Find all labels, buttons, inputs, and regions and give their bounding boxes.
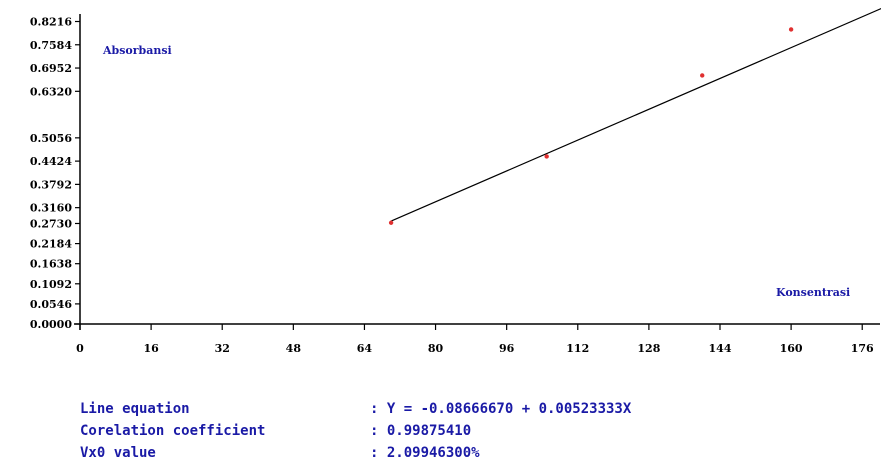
data-point [788, 27, 794, 32]
x-axis-ticks: 0 16 32 48 64 80 96 112 128 144 160 176 [76, 324, 874, 355]
x-tick-label: 16 [143, 342, 159, 355]
y-tick-label: 0.4424 [30, 155, 72, 168]
y-tick-label: 0.5056 [30, 132, 72, 145]
y-tick-label: 0.0546 [30, 298, 72, 311]
vx0-value: : 2.09946300% [370, 445, 480, 461]
data-points [388, 27, 794, 225]
vx0-label: Vx0 value [80, 445, 156, 461]
y-tick-label: 0.6320 [30, 85, 72, 98]
data-point [388, 220, 394, 225]
y-axis-title: Absorbansi [102, 44, 172, 57]
y-tick-label: 0.7584 [30, 39, 72, 52]
data-point [700, 73, 705, 78]
x-tick-label: 112 [566, 342, 589, 355]
y-tick-label: 0.3792 [30, 178, 72, 191]
x-tick-label: 32 [215, 342, 230, 355]
line-equation-value: : Y = -0.08666670 + 0.00523333X [370, 401, 632, 417]
x-tick-label: 96 [499, 342, 515, 355]
y-tick-label: 0.2730 [30, 217, 72, 230]
calibration-chart: 0.0000 0.0546 0.1092 0.1638 0.2184 0.2730 0.31… [30, 7, 881, 355]
y-tick-label: 0.2184 [30, 238, 72, 251]
y-tick-label: 0.8216 [30, 16, 72, 29]
y-tick-label: 0.6952 [30, 62, 72, 75]
correlation-value: : 0.99875410 [370, 423, 472, 439]
y-tick-label: 0.3160 [30, 202, 72, 215]
correlation-label: Corelation coefficient [80, 423, 266, 439]
x-tick-label: 160 [780, 342, 803, 355]
data-point [544, 154, 549, 159]
x-tick-label: 80 [428, 342, 444, 355]
x-tick-label: 176 [851, 342, 874, 355]
y-tick-label: 0.1092 [30, 278, 72, 291]
y-tick-label: 0.0000 [30, 318, 72, 331]
x-tick-label: 0 [76, 342, 84, 355]
x-axis-title: Konsentrasi [776, 286, 850, 299]
y-axis-ticks: 0.0000 0.0546 0.1092 0.1638 0.2184 0.2730 0.31… [30, 16, 80, 331]
regression-stats: Line equation : Y = -0.08666670 + 0.0052… [80, 398, 631, 464]
line-equation-label: Line equation [80, 401, 190, 417]
x-tick-label: 64 [357, 342, 373, 355]
regression-line [390, 7, 881, 222]
y-tick-label: 0.1638 [30, 258, 72, 271]
vx0-row: Vx0 value : 2.09946300% [80, 442, 631, 464]
correlation-row: Corelation coefficient : 0.99875410 [80, 420, 631, 442]
x-tick-label: 128 [637, 342, 660, 355]
x-tick-label: 48 [286, 342, 302, 355]
x-tick-label: 144 [709, 342, 732, 355]
line-equation-row: Line equation : Y = -0.08666670 + 0.0052… [80, 398, 631, 420]
